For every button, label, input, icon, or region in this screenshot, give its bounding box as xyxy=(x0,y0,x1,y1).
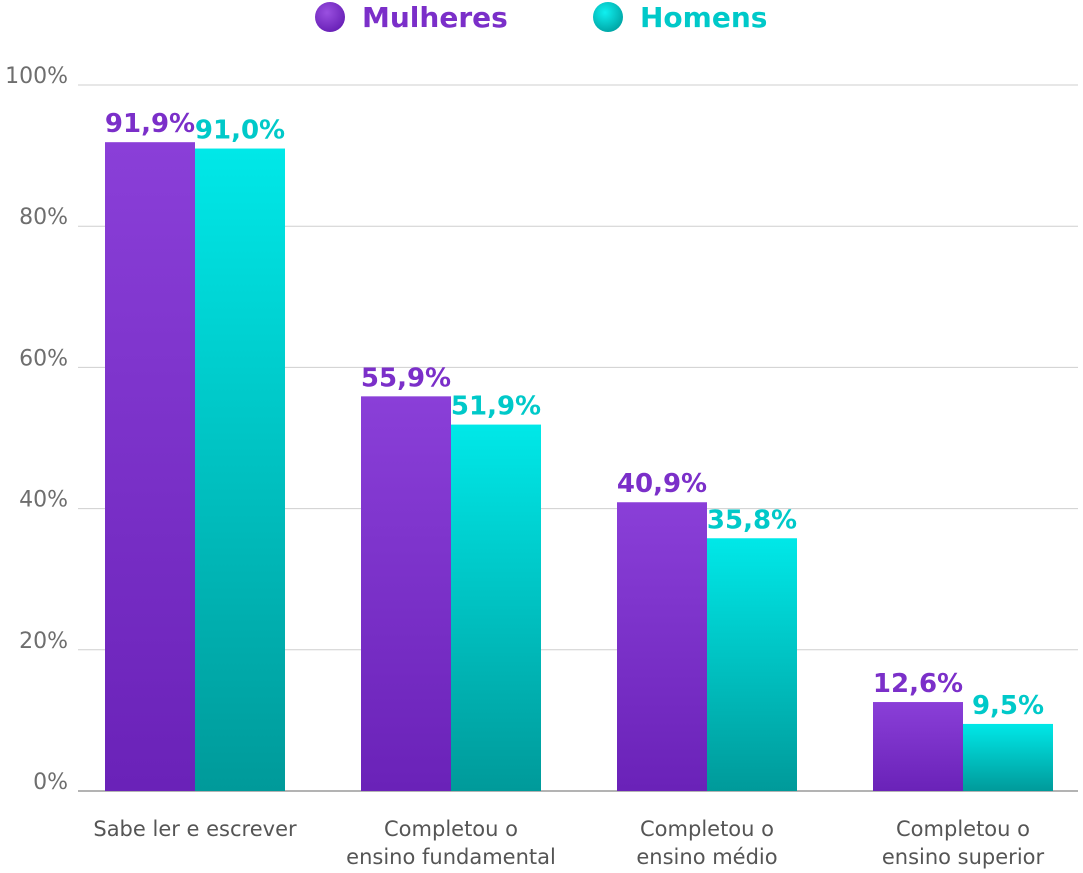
x-tick-label: Completou o xyxy=(384,817,518,841)
x-tick-label: Completou o xyxy=(896,817,1030,841)
x-tick-label: Completou o xyxy=(640,817,774,841)
legend: Mulheres Homens xyxy=(315,1,767,34)
bar-mulheres xyxy=(873,702,963,791)
y-tick-label: 20% xyxy=(19,629,68,654)
bars: 91,9% 91,0% 55,9%51,9% 40,9%35,8% 12,6% 9,5% xyxy=(105,109,1053,792)
y-tick-label: 0% xyxy=(33,770,68,795)
x-tick-label: ensino médio xyxy=(636,845,777,869)
bar-mulheres xyxy=(617,502,707,791)
bar-homens xyxy=(451,424,541,791)
data-label: 35,8% xyxy=(707,505,797,535)
bar-homens xyxy=(963,723,1053,791)
data-label: 91,9% xyxy=(105,109,195,139)
legend-label-homens: Homens xyxy=(640,1,767,34)
y-tick-label: 80% xyxy=(19,205,68,230)
data-label: 40,9% xyxy=(617,469,707,499)
bar-mulheres xyxy=(361,396,451,791)
y-tick-label: 60% xyxy=(19,346,68,371)
x-axis: Sabe ler e escrever Completou o ensino fun… xyxy=(93,817,1044,869)
legend-label-mulheres: Mulheres xyxy=(362,1,508,34)
bar-mulheres xyxy=(105,142,195,791)
data-label: 12,6% xyxy=(873,669,963,699)
data-label: 91,0% xyxy=(195,116,285,146)
legend-swatch-homens xyxy=(593,2,623,32)
data-label: 51,9% xyxy=(451,392,541,422)
x-tick-label: Sabe ler e escrever xyxy=(93,817,297,841)
y-tick-label: 100% xyxy=(5,64,68,89)
bar-homens xyxy=(707,538,797,791)
x-tick-label: ensino fundamental xyxy=(346,845,556,869)
data-label: 9,5% xyxy=(972,691,1044,721)
bar-homens xyxy=(195,148,285,792)
x-tick-label: ensino superior xyxy=(882,845,1045,869)
legend-swatch-mulheres xyxy=(315,2,345,32)
y-axis: 0% 20% 40% 60% 80% 100% xyxy=(5,64,68,795)
data-label: 55,9% xyxy=(361,363,451,393)
y-tick-label: 40% xyxy=(19,488,68,513)
